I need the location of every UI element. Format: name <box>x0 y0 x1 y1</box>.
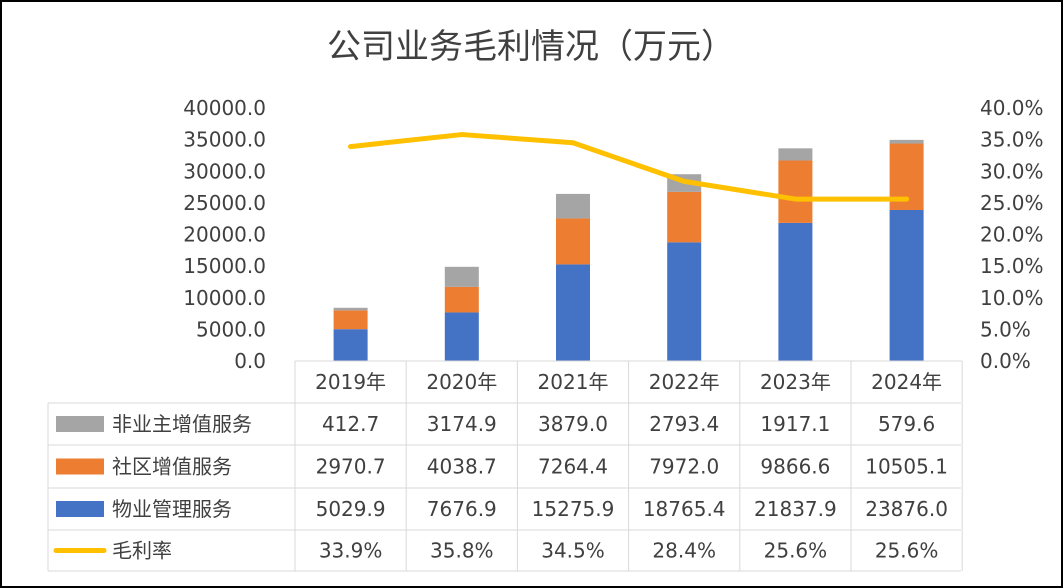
y2-tick-label: 5.0% <box>980 317 1031 341</box>
data-label: 579.6 <box>878 412 935 436</box>
y2-tick-label: 0.0% <box>980 349 1031 373</box>
bar-segment <box>667 191 702 243</box>
y2-tick-label: 30.0% <box>980 159 1044 183</box>
category-label: 2023年 <box>760 370 831 394</box>
y-axis-right: 0.0% 5.0% 10.0% 15.0% 20.0% 25.0% 30.0% 35.0% 40… <box>980 96 1044 373</box>
line-layer <box>348 132 910 202</box>
y-tick-label: 10000.0 <box>183 286 266 310</box>
category-label: 2021年 <box>538 370 609 394</box>
y2-tick-label: 10.0% <box>980 286 1044 310</box>
legend-swatch <box>56 416 104 432</box>
legend-swatch <box>56 501 104 517</box>
line-point <box>904 196 910 202</box>
y-tick-label: 25000.0 <box>183 191 266 215</box>
bar-segment <box>556 218 590 265</box>
data-label: 3174.9 <box>427 412 497 436</box>
y-tick-label: 5000.0 <box>196 317 266 341</box>
legend-label: 毛利率 <box>112 539 172 563</box>
bar-segment <box>778 148 813 161</box>
data-label: 25.6% <box>764 539 828 563</box>
data-label: 5029.9 <box>316 497 386 521</box>
data-label: 2793.4 <box>649 412 719 436</box>
category-label: 2020年 <box>426 370 497 394</box>
bar-segment <box>444 266 479 287</box>
data-label: 28.4% <box>652 539 716 563</box>
data-label: 2970.7 <box>316 455 386 479</box>
bar-segment <box>889 209 924 361</box>
bar-segment <box>556 193 590 219</box>
line-point <box>459 132 465 138</box>
data-label: 21837.9 <box>754 497 837 521</box>
legend-label: 社区增值服务 <box>112 455 232 479</box>
bar-segment <box>778 222 813 361</box>
bar-layer <box>333 139 924 361</box>
y-tick-label: 15000.0 <box>183 254 266 278</box>
y-tick-label: 20000.0 <box>183 223 266 247</box>
line-point <box>348 144 354 150</box>
data-label: 4038.7 <box>427 455 497 479</box>
line-point <box>681 178 687 184</box>
category-label: 2024年 <box>871 370 942 394</box>
y-tick-label: 0.0 <box>234 349 266 373</box>
category-label: 2022年 <box>649 370 720 394</box>
y2-tick-label: 15.0% <box>980 254 1044 278</box>
y-tick-label: 40000.0 <box>183 96 266 120</box>
data-label: 3879.0 <box>538 412 608 436</box>
y2-tick-label: 25.0% <box>980 191 1044 215</box>
y2-tick-label: 20.0% <box>980 223 1044 247</box>
bar-segment <box>667 242 702 361</box>
y-tick-label: 35000.0 <box>183 128 266 152</box>
legend-label: 物业管理服务 <box>112 497 232 521</box>
data-label: 33.9% <box>319 539 383 563</box>
bar-segment <box>778 160 813 223</box>
bar-segment <box>556 264 590 361</box>
data-label: 35.8% <box>430 539 494 563</box>
bar-segment <box>333 310 368 330</box>
data-label: 7972.0 <box>649 455 719 479</box>
data-label: 1917.1 <box>760 412 830 436</box>
chart-title: 公司业务毛利情况（万元） <box>327 27 735 67</box>
data-label: 25.6% <box>875 539 939 563</box>
y2-tick-label: 35.0% <box>980 128 1044 152</box>
data-label: 23876.0 <box>865 497 948 521</box>
data-label: 7676.9 <box>427 497 497 521</box>
y2-tick-label: 40.0% <box>980 96 1044 120</box>
legend-label: 非业主增值服务 <box>112 412 252 436</box>
category-label: 2019年 <box>315 370 386 394</box>
bar-segment <box>889 139 924 144</box>
data-label: 34.5% <box>541 539 605 563</box>
bar-segment <box>444 286 479 313</box>
y-tick-label: 30000.0 <box>183 159 266 183</box>
margin-line <box>348 132 910 202</box>
data-label: 412.7 <box>322 412 379 436</box>
bar-segment <box>333 307 368 311</box>
bar-segment <box>444 312 479 361</box>
data-label: 18765.4 <box>643 497 726 521</box>
line-point <box>792 196 798 202</box>
legend-swatch <box>56 458 104 475</box>
data-label: 15275.9 <box>532 497 615 521</box>
bar-segment <box>333 329 368 361</box>
y-axis-left: 0.0 5000.0 10000.0 15000.0 20000.0 25000.0 300… <box>183 96 266 373</box>
data-label: 7264.4 <box>538 455 608 479</box>
line-point <box>570 140 576 146</box>
data-label: 10505.1 <box>865 455 948 479</box>
data-label: 9866.6 <box>760 455 830 479</box>
